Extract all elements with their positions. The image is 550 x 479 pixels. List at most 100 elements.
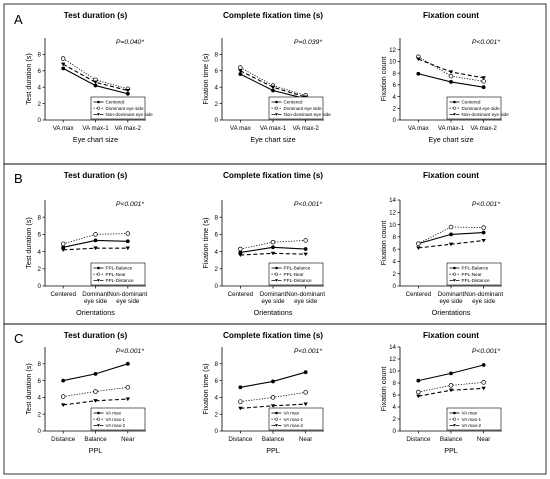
data-point [448,388,454,393]
data-point [449,371,453,376]
y-tick-label: 4 [393,404,397,411]
x-tick-label: Near [477,436,490,443]
y-tick-label: 0 [393,117,397,124]
data-point [448,383,454,388]
x-tick-label: eye side [472,298,496,305]
y-tick-label: 4 [38,395,42,402]
legend-label: Non-dominant eye side [462,112,510,117]
panel-border [3,323,547,475]
p-value-label: P=0.040* [116,39,145,46]
legend-label: PPL-Distance [284,278,313,283]
data-point [93,238,98,243]
chart-title: Test duration (s) [64,331,128,340]
data-point [60,394,66,399]
series-va-max [238,370,308,390]
data-point [416,241,421,246]
y-tick-label: 8 [393,234,397,241]
data-point [481,363,486,367]
data-point [481,76,486,80]
series-dominant-eye-side [416,54,486,84]
legend-label: PPL-Near [284,272,305,277]
panel-letter: B [14,171,23,186]
legend-label: Dominant eye side [462,106,500,111]
legend-label: VA max-2 [106,423,126,428]
data-point [60,62,66,67]
p-value-label: P<0.001* [472,348,501,355]
legend-marker [275,113,278,116]
data-point [238,69,243,73]
data-point [238,406,243,411]
data-point [416,246,421,250]
legend-marker [274,106,279,110]
y-tick-label: 2 [393,105,397,112]
y-axis-title: Test duration (s) [24,363,33,415]
legend-marker [453,424,456,427]
y-tick-label: 12 [389,356,396,363]
data-point [93,371,98,376]
series-va-max-2 [238,402,308,411]
panel-letter: C [14,331,23,346]
x-tick-label: VA max [230,125,252,132]
chart-title: Test duration (s) [64,171,128,180]
y-tick-label: 0 [393,283,397,290]
legend-label: Centered [462,100,481,105]
data-point [125,239,130,244]
data-point [481,79,486,84]
series-line [62,63,128,92]
legend-label: VA max [106,411,122,416]
legend-label: PPL-Balance [462,266,489,271]
data-point [481,386,486,391]
y-tick-label: 6 [215,68,219,75]
panel-letter: A [14,12,23,27]
x-tick-label: Non-dominant [108,291,147,298]
data-point [61,378,66,383]
y-tick-label: 8 [215,361,219,368]
chart-a1: Test duration (s) 0 2 4 6 8 Test duration (s) V… [24,11,153,144]
y-tick-label: 8 [393,380,397,387]
y-axis-title: Fixation count [379,57,388,102]
data-point [481,85,486,90]
x-tick-label: VA max [53,125,75,132]
data-point [125,246,131,251]
y-tick-label: 8 [38,214,42,221]
y-tick-label: 2 [393,271,397,278]
data-point [481,230,486,235]
data-point [61,66,66,71]
x-tick-label: Non-dominant [464,291,503,298]
x-tick-label: Dominant [82,291,109,298]
y-tick-label: 10 [389,59,396,66]
legend-marker [452,272,457,276]
x-tick-label: Centered [50,291,76,298]
chart-title: Fixation count [423,331,479,340]
chart-c1: Test duration (s) 0 2 4 6 8 Test duration (s) D… [24,331,146,455]
x-tick-label: eye side [261,298,285,305]
y-tick-label: 4 [393,259,397,266]
x-tick-label: VA max-1 [438,125,465,132]
data-point [303,370,308,375]
y-tick-label: 4 [38,84,42,91]
series-line [240,67,306,96]
data-point [416,378,421,383]
y-axis-title: Fixation count [379,367,388,412]
series-ppl-distance [416,238,486,250]
chart-title: Test duration (s) [64,11,128,20]
data-point [60,56,66,61]
legend-box [268,407,324,431]
x-tick-label: Centered [406,291,432,298]
p-value-label: P<0.001* [472,39,501,46]
y-tick-label: 6 [38,68,42,75]
x-tick-label: Dominant [260,291,287,298]
y-tick-label: 0 [215,428,219,435]
p-value-label: P<0.001* [116,348,145,355]
legend-label: PPL-Distance [462,278,491,283]
chart-c2: Complete fixation time (s) 0 2 4 6 8 Fixation … [201,331,324,455]
legend-box [446,262,502,286]
legend-box [90,407,146,431]
